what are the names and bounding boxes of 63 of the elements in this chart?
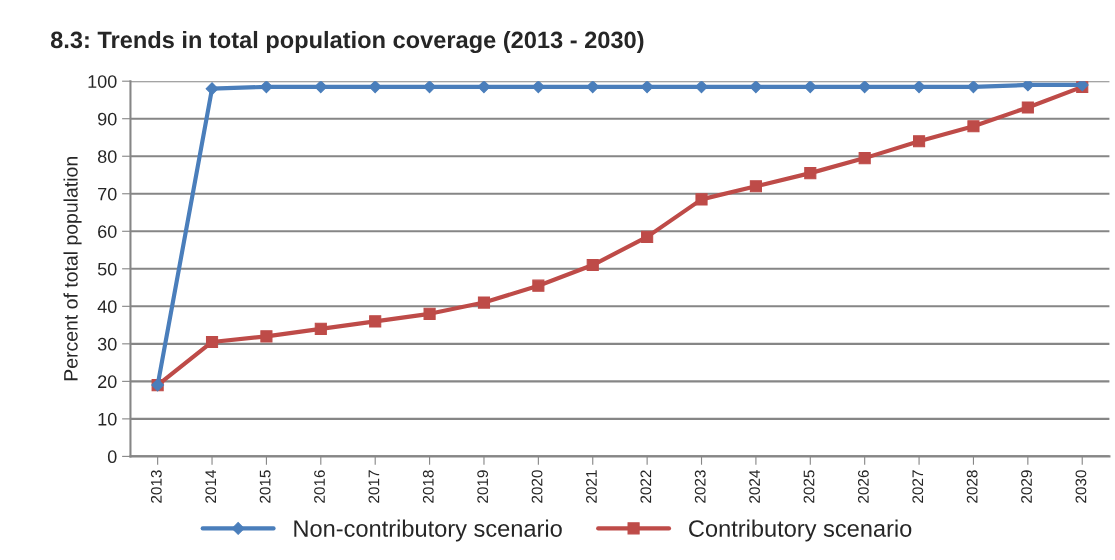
y-tick-label: 70 xyxy=(98,187,117,201)
x-tick-label: 2019 xyxy=(477,470,489,503)
x-tick-label: 2021 xyxy=(586,470,597,503)
point xyxy=(967,81,980,94)
x-tick-label: 2028 xyxy=(966,470,978,503)
y-tick-label: 60 xyxy=(98,225,117,238)
y-tick-label: 30 xyxy=(97,337,117,351)
y-tick-label: 20 xyxy=(98,375,117,389)
y-tick-label: 40 xyxy=(97,300,117,314)
point xyxy=(532,279,545,292)
x-tick-label: 2027 xyxy=(912,470,924,503)
x-tick-label: 2020 xyxy=(531,470,543,503)
point xyxy=(423,307,436,320)
y-axis-title: Percent of total population xyxy=(63,157,82,381)
point xyxy=(749,81,763,94)
point xyxy=(477,296,491,309)
point xyxy=(640,81,654,94)
point xyxy=(803,81,817,94)
point xyxy=(260,330,273,343)
x-tick-label: 2017 xyxy=(368,470,380,503)
point xyxy=(314,322,327,335)
point xyxy=(369,315,382,328)
point xyxy=(749,180,762,193)
point xyxy=(641,230,654,243)
point xyxy=(858,81,872,94)
x-tick-label: 2023 xyxy=(694,470,706,503)
point xyxy=(695,193,708,206)
x-tick-label: 2030 xyxy=(1075,470,1087,503)
point xyxy=(368,81,382,94)
y-tick-label: 0 xyxy=(107,450,117,464)
point xyxy=(804,167,817,180)
chart-title: 8.3: Trends in total population coverage (2013 - 2030) xyxy=(50,30,644,54)
x-tick-label: 2029 xyxy=(1021,470,1032,503)
point xyxy=(1021,101,1034,114)
x-tick-label: 2018 xyxy=(422,470,434,503)
x-tick-label: 2014 xyxy=(205,470,217,503)
point xyxy=(205,82,219,96)
x-tick-label: 2024 xyxy=(749,470,761,503)
y-tick-label: 100 xyxy=(88,75,117,88)
y-tick-label: 80 xyxy=(97,150,117,163)
point xyxy=(586,81,600,94)
legend-label: Contributory scenario xyxy=(689,519,912,542)
x-tick-label: 2025 xyxy=(803,470,815,503)
point xyxy=(1021,81,1035,92)
legend-label: Non-contributory scenario xyxy=(294,519,562,542)
x-tick-label: 2016 xyxy=(314,470,325,503)
point xyxy=(695,81,708,94)
point xyxy=(912,135,926,148)
x-tick-label: 2026 xyxy=(857,470,869,503)
y-tick-label: 10 xyxy=(98,412,117,426)
point xyxy=(205,335,219,349)
point xyxy=(314,81,328,94)
point xyxy=(586,258,599,272)
x-tick-label: 2015 xyxy=(259,470,271,503)
x-tick-label: 2022 xyxy=(640,470,652,503)
point xyxy=(858,152,871,165)
point xyxy=(912,81,926,94)
point xyxy=(967,120,980,133)
point xyxy=(531,81,545,94)
y-tick-label: 90 xyxy=(98,112,117,126)
x-tick-label: 2013 xyxy=(150,470,162,503)
y-tick-label: 50 xyxy=(97,262,117,276)
point xyxy=(477,81,491,94)
